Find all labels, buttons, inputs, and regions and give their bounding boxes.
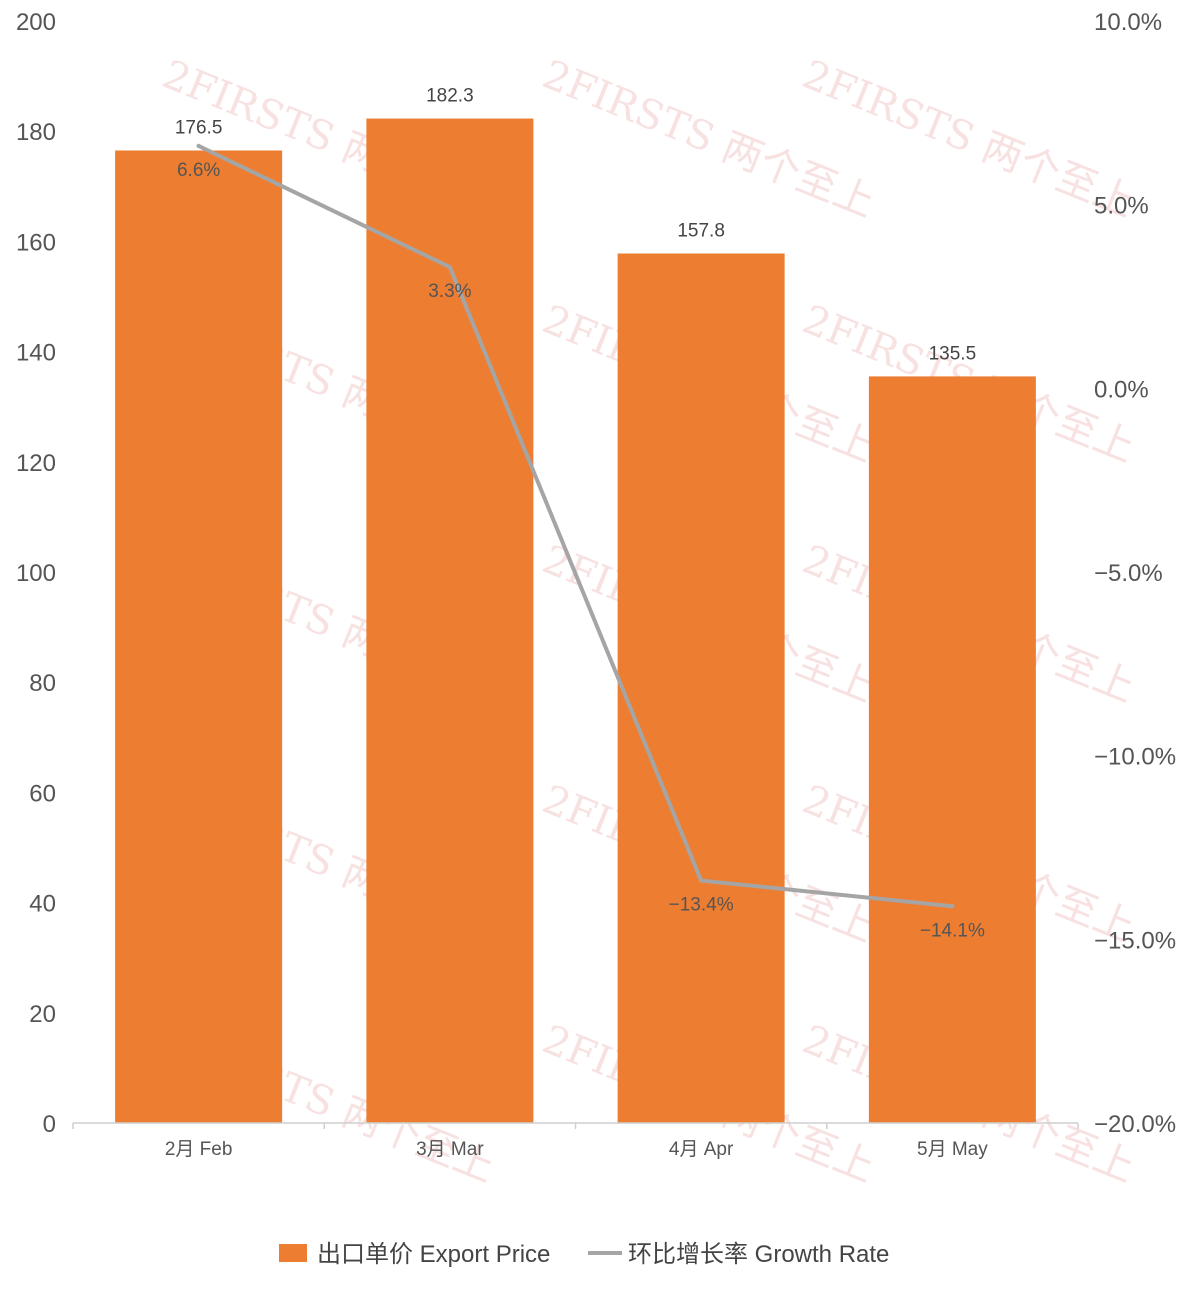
bar-export-price [617,253,785,1124]
y-left-tick-label: 100 [16,560,56,587]
y-left-tick-label: 20 [29,1001,56,1028]
y-right-tick-label: −15.0% [1094,927,1176,954]
bar-value-label: 182.3 [426,86,474,107]
x-tick-label: 2月 Feb [165,1139,233,1160]
y-left-tick-label: 0 [43,1111,56,1138]
y-left-tick-label: 60 [29,780,56,807]
data-labels: 176.5 182.3 157.8 135.5 6.6% 3.3% −13.4% −14.1% [175,86,985,942]
x-tick-label: 3月 Mar [416,1139,484,1160]
bar-export-price [366,118,534,1124]
bar-value-label: 176.5 [175,117,223,138]
y-right-tick-label: −10.0% [1094,744,1176,771]
y-left-tick-label: 180 [16,119,56,146]
growth-line [196,143,955,909]
x-tick-label: 5月 May [917,1139,988,1160]
bar-value-label: 135.5 [929,343,977,364]
y-right-tick-label: −20.0% [1094,1111,1176,1138]
line-growth-rate [196,143,955,909]
x-tick-label: 4月 Apr [669,1139,734,1160]
bar-export-price [115,150,283,1124]
y-right-tick-label: 0.0% [1094,376,1149,403]
axes: 2月 Feb 3月 Mar 4月 Apr 5月 May 0 20 40 60 80 100 120 1… [16,9,1176,1160]
growth-value-label: 6.6% [177,160,220,181]
y-right-tick-label: 5.0% [1094,193,1149,220]
y-left-tick-label: 140 [16,340,56,367]
bars [115,118,1036,1124]
y-left-tick-label: 160 [16,229,56,256]
y-left-tick-label: 200 [16,9,56,36]
legend: 出口单价 Export Price 环比增长率 Growth Rate [279,1241,889,1268]
y-left-tick-label: 120 [16,450,56,477]
bar-export-price [868,376,1036,1123]
line-point [447,265,452,270]
bar-value-label: 157.8 [677,221,725,242]
legend-label-export-price: 出口单价 Export Price [317,1241,550,1268]
legend-swatch-export-price [279,1244,307,1262]
legend-label-growth-rate: 环比增长率 Growth Rate [628,1241,889,1268]
growth-value-label: −14.1% [920,920,985,941]
line-point [950,904,955,909]
y-right-tick-label: 10.0% [1094,9,1162,36]
line-point [196,143,201,148]
y-left-tick-label: 80 [29,670,56,697]
growth-value-label: 3.3% [428,281,471,302]
y-left-tick-label: 40 [29,891,56,918]
growth-value-label: −13.4% [669,895,734,916]
y-right-tick-label: −5.0% [1094,560,1163,587]
line-point [699,878,704,883]
